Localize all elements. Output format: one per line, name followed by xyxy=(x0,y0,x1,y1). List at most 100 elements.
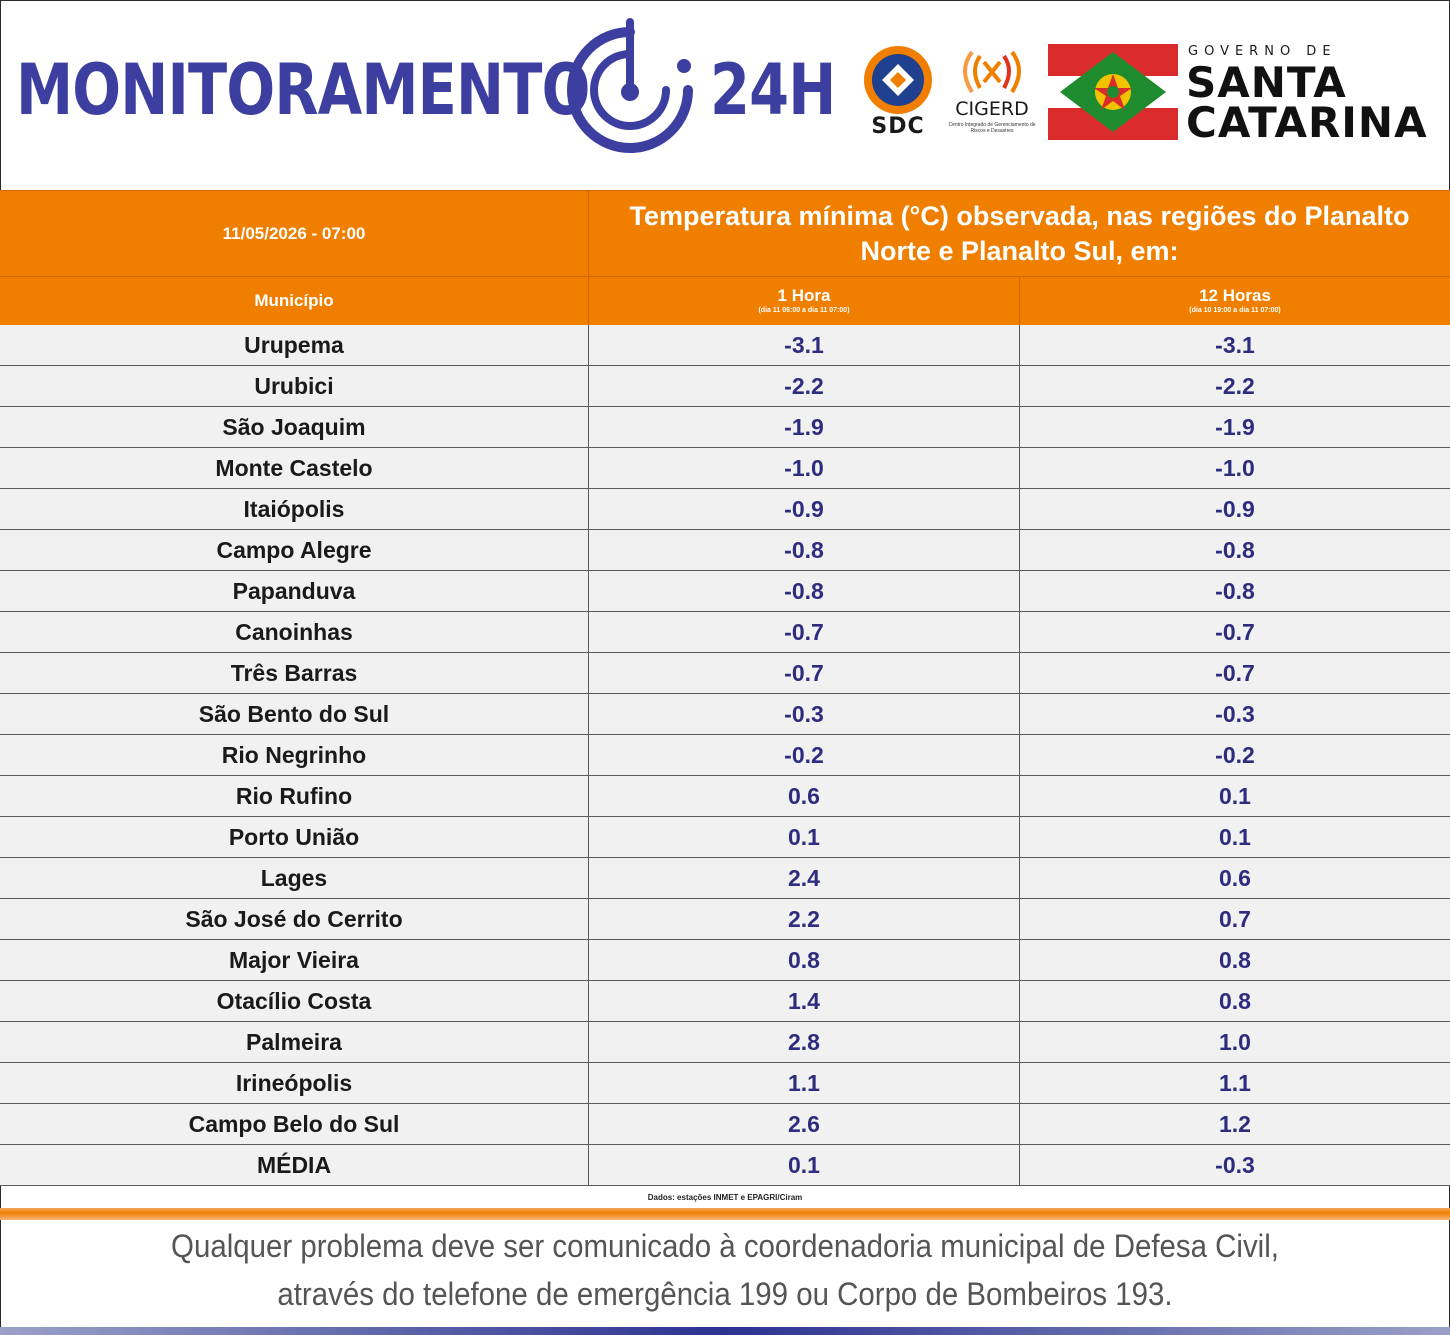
footer-line-1: Qualquer problema deve ser comunicado à … xyxy=(171,1228,1279,1264)
header-1-hora-period: (dia 11 06:00 a dia 11 07:00) xyxy=(758,307,850,314)
orange-divider xyxy=(0,1208,1450,1220)
report-datetime: 11/05/2026 - 07:00 xyxy=(0,191,589,277)
temp-1h-cell: 1.1 xyxy=(589,1063,1020,1103)
table-title-text: Temperatura mínima (°C) observada, nas r… xyxy=(629,201,1410,266)
municipio-cell: Lages xyxy=(0,858,589,898)
table-row: Irineópolis 1.1 1.1 xyxy=(0,1063,1450,1104)
temp-12h-cell: -0.9 xyxy=(1215,496,1255,522)
table-row: Monte Castelo -1.0 -1.0 xyxy=(0,448,1450,489)
temp-12h-cell: -0.8 xyxy=(1215,537,1255,563)
temp-1h-cell: -0.8 xyxy=(589,571,1020,611)
table-body: Urupema -3.1 -3.1 Urubici -2.2 -2.2 São Joaqui… xyxy=(0,325,1450,1186)
table-row: São Bento do Sul -0.3 -0.3 xyxy=(0,694,1450,735)
temp-12h-cell: 1.2 xyxy=(1219,1111,1251,1137)
table-row: Campo Alegre -0.8 -0.8 xyxy=(0,530,1450,571)
header-1-hora-label: 1 Hora xyxy=(777,286,831,305)
temp-12h-cell: 0.6 xyxy=(1219,865,1251,891)
brand-title-left: MONITORAMENTO xyxy=(16,49,590,131)
data-source-note: Dados: estações INMET e EPAGRI/Ciram xyxy=(647,1193,803,1202)
brand-title-right: 24H xyxy=(710,49,836,131)
municipio-cell: Rio Negrinho xyxy=(0,735,589,775)
header-municipio: Município xyxy=(0,277,589,325)
municipio-cell: Itaiópolis xyxy=(0,489,589,529)
municipio-cell: Monte Castelo xyxy=(0,448,589,488)
table-row: Porto União 0.1 0.1 xyxy=(0,817,1450,858)
temp-12h-cell: -0.7 xyxy=(1215,660,1255,686)
temp-12h-cell: 0.8 xyxy=(1219,988,1251,1014)
table-row: Papanduva -0.8 -0.8 xyxy=(0,571,1450,612)
table-row: Três Barras -0.7 -0.7 xyxy=(0,653,1450,694)
temp-12h-cell: -0.7 xyxy=(1215,619,1255,645)
temp-1h-cell: 2.6 xyxy=(589,1104,1020,1144)
footer-message: Qualquer problema deve ser comunicado à … xyxy=(58,1222,1392,1318)
gov-name-line1: SANTA xyxy=(1186,58,1347,107)
municipio-cell: São Bento do Sul xyxy=(0,694,589,734)
temp-1h-cell: 0.1 xyxy=(589,817,1020,857)
temp-1h-cell: -1.0 xyxy=(589,448,1020,488)
temp-12h-cell: 0.1 xyxy=(1219,824,1251,850)
temp-12h-cell: -0.8 xyxy=(1215,578,1255,604)
header-1-hora: 1 Hora (dia 11 06:00 a dia 11 07:00) xyxy=(589,277,1020,325)
table-row: Canoinhas -0.7 -0.7 xyxy=(0,612,1450,653)
table-row: Urupema -3.1 -3.1 xyxy=(0,325,1450,366)
temp-1h-cell: -0.7 xyxy=(589,653,1020,693)
temp-12h-cell: 1.0 xyxy=(1219,1029,1251,1055)
cigerd-subtitle: Centro Integrado de Gerenciamento de Ris… xyxy=(948,122,1036,134)
average-row: MÉDIA 0.1 -0.3 xyxy=(0,1145,1450,1186)
sdc-label: SDC xyxy=(871,114,925,139)
santa-catarina-flag-icon xyxy=(1048,44,1178,140)
table-row: Major Vieira 0.8 0.8 xyxy=(0,940,1450,981)
header-12-horas: 12 Horas (dia 10 19:00 a dia 11 07:00) xyxy=(1020,277,1450,325)
table-row: São José do Cerrito 2.2 0.7 xyxy=(0,899,1450,940)
table-row: Rio Negrinho -0.2 -0.2 xyxy=(0,735,1450,776)
monitoring-radar-icon xyxy=(567,18,693,153)
temp-12h-cell: -1.9 xyxy=(1215,414,1255,440)
table-row: Itaiópolis -0.9 -0.9 xyxy=(0,489,1450,530)
municipio-cell: Urupema xyxy=(0,325,589,365)
table-header-row: Município 1 Hora (dia 11 06:00 a dia 11 … xyxy=(0,276,1450,326)
temp-1h-cell: 2.2 xyxy=(589,899,1020,939)
table-row: Palmeira 2.8 1.0 xyxy=(0,1022,1450,1063)
temp-1h-cell: 0.8 xyxy=(589,940,1020,980)
municipio-cell: Rio Rufino xyxy=(0,776,589,816)
municipio-cell: Canoinhas xyxy=(0,612,589,652)
municipio-cell: Campo Alegre xyxy=(0,530,589,570)
sdc-emblem-icon xyxy=(864,46,932,114)
temp-1h-cell: -3.1 xyxy=(589,325,1020,365)
temp-1h-cell: -0.7 xyxy=(589,612,1020,652)
municipio-cell: Porto União xyxy=(0,817,589,857)
table-title: Temperatura mínima (°C) observada, nas r… xyxy=(589,191,1450,277)
temp-12h-cell: -0.2 xyxy=(1215,742,1255,768)
temp-12h-cell: -1.0 xyxy=(1215,455,1255,481)
table-row: São Joaquim -1.9 -1.9 xyxy=(0,407,1450,448)
cigerd-signal-icon xyxy=(963,50,1021,94)
temp-12h-cell: 0.8 xyxy=(1219,947,1251,973)
temp-1h-cell: 0.6 xyxy=(589,776,1020,816)
municipio-cell: Três Barras xyxy=(0,653,589,693)
header-banner: MONITORAMENTO 24H SDC CIGERD Centro Inte… xyxy=(0,0,1450,190)
table-row: Urubici -2.2 -2.2 xyxy=(0,366,1450,407)
municipio-cell: Campo Belo do Sul xyxy=(0,1104,589,1144)
municipio-cell: Palmeira xyxy=(0,1022,589,1062)
temp-1h-cell: 1.4 xyxy=(589,981,1020,1021)
gov-name-line2: CATARINA xyxy=(1186,98,1428,147)
temp-1h-cell: 2.8 xyxy=(589,1022,1020,1062)
header-12-horas-label: 12 Horas xyxy=(1199,286,1271,305)
header-12-horas-period: (dia 10 19:00 a dia 11 07:00) xyxy=(1189,307,1281,314)
temp-1h-cell: 2.4 xyxy=(589,858,1020,898)
temp-1h-cell: -0.9 xyxy=(589,489,1020,529)
municipio-cell: Major Vieira xyxy=(0,940,589,980)
footer-line-2: através do telefone de emergência 199 ou… xyxy=(277,1276,1173,1312)
temp-12h-cell: -3.1 xyxy=(1215,332,1255,358)
municipio-cell: São José do Cerrito xyxy=(0,899,589,939)
temp-1h-cell: 0.1 xyxy=(589,1145,1020,1185)
cigerd-label: CIGERD xyxy=(955,98,1029,120)
bottom-bar xyxy=(0,1327,1450,1335)
temp-1h-cell: -0.8 xyxy=(589,530,1020,570)
temp-12h-cell: -2.2 xyxy=(1215,373,1255,399)
municipio-cell: Otacílio Costa xyxy=(0,981,589,1021)
table-row: Otacílio Costa 1.4 0.8 xyxy=(0,981,1450,1022)
table-row: Rio Rufino 0.6 0.1 xyxy=(0,776,1450,817)
table-row: Campo Belo do Sul 2.6 1.2 xyxy=(0,1104,1450,1145)
temp-12h-cell: 0.1 xyxy=(1219,783,1251,809)
